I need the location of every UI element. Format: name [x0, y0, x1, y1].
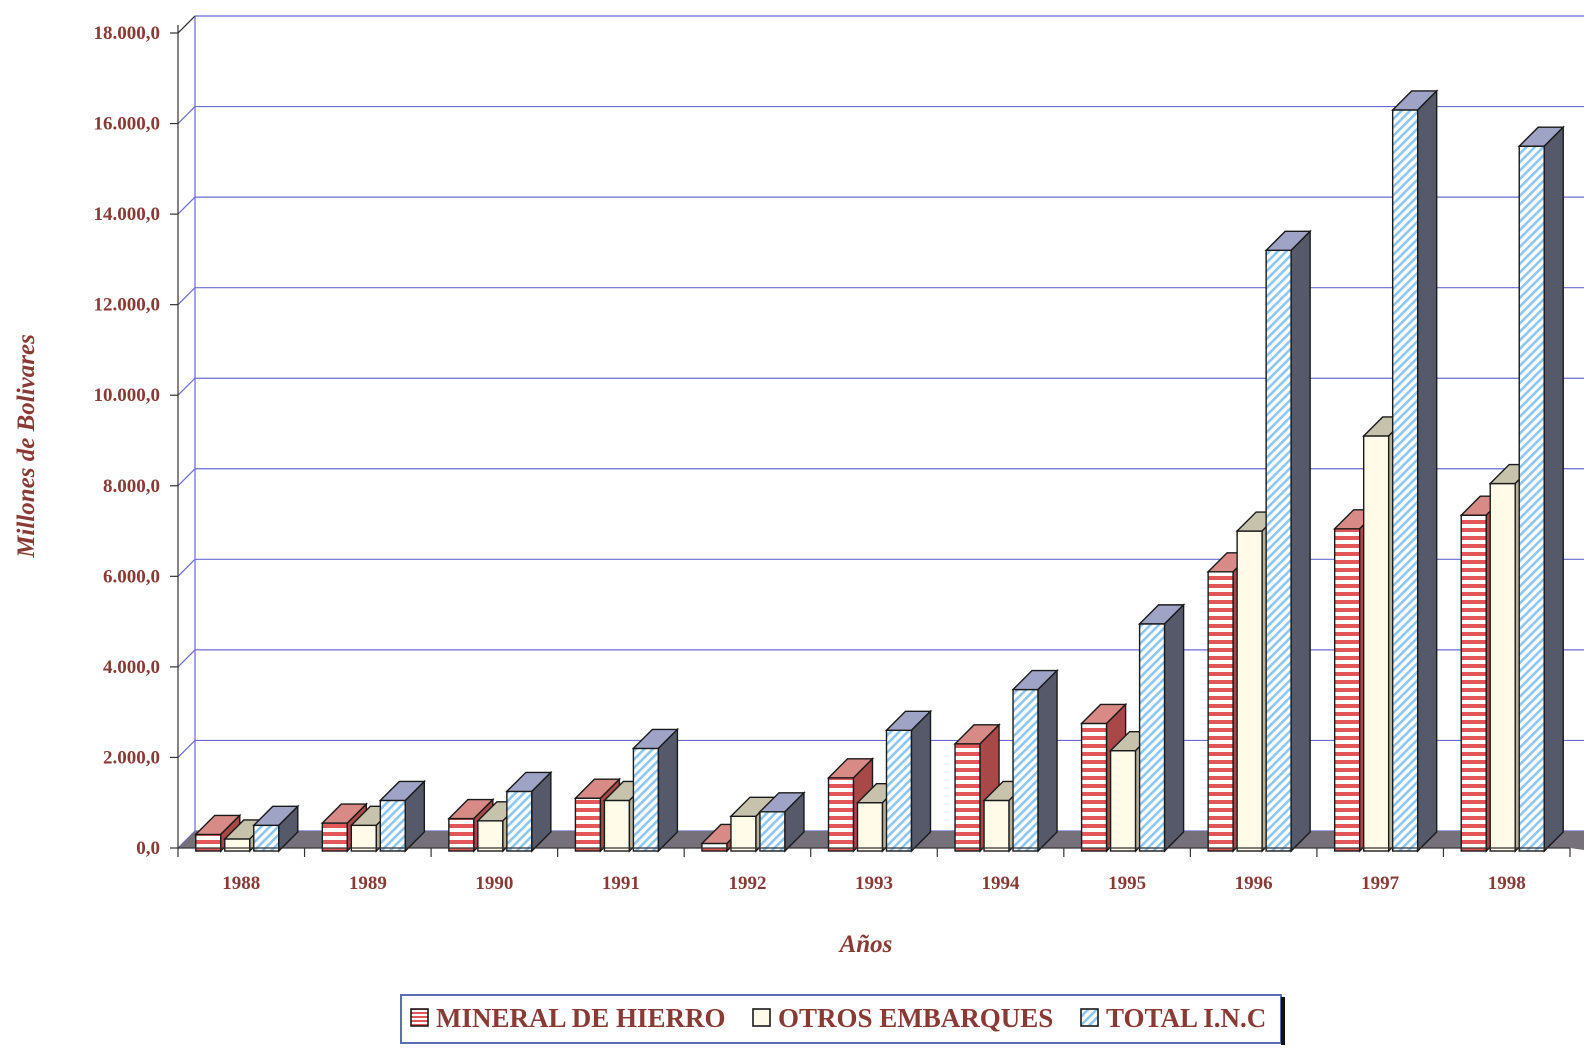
bar — [1391, 109, 1419, 852]
bar-side — [1163, 603, 1185, 853]
bar — [701, 842, 728, 852]
bar-side — [1290, 229, 1311, 853]
gridline-connector — [177, 106, 196, 124]
y-tick-label: 6.000,0 — [103, 566, 160, 587]
bar — [321, 822, 349, 852]
gridline-connector — [177, 558, 196, 577]
bar — [632, 747, 660, 852]
bar-side — [1543, 125, 1564, 853]
bar-side — [1416, 89, 1438, 853]
y-tick-label: 16.000,0 — [94, 114, 161, 135]
bar — [506, 790, 533, 852]
y-tick-label: 10.000,0 — [94, 385, 161, 406]
bar — [856, 802, 884, 852]
legend-label: MINERAL DE HIERRO — [436, 1003, 726, 1033]
y-tick-label: 14.000,0 — [94, 204, 161, 225]
x-tick-label: 1993 — [855, 873, 893, 894]
bar — [350, 824, 378, 852]
gridline-connector — [177, 468, 196, 487]
x-tick-label: 1997 — [1361, 873, 1400, 894]
bar — [1207, 571, 1234, 852]
bar — [1265, 249, 1292, 852]
y-tick-label: 8.000,0 — [103, 476, 160, 497]
y-tick-label: 12.000,0 — [94, 295, 161, 316]
bar — [759, 811, 786, 852]
y-tick-label: 2.000,0 — [103, 747, 160, 768]
gridline-connector — [177, 377, 196, 396]
x-tick-label: 1996 — [1235, 873, 1273, 894]
bar — [730, 815, 757, 852]
bar-side — [531, 770, 552, 853]
legend-swatch — [410, 1008, 429, 1027]
axis-layer: 0,0 2.000,0 4.000,0 6.000,0 8.000,0 10.000,0 1… — [94, 15, 1571, 894]
bar-side — [657, 727, 679, 853]
bar-side — [784, 791, 805, 853]
bar — [1362, 435, 1390, 852]
y-tick-label: 18.000,0 — [94, 23, 161, 44]
bar-side — [404, 779, 426, 853]
bar — [954, 743, 981, 852]
grid-layer — [177, 15, 1584, 849]
bar — [1012, 688, 1039, 852]
x-tick-label: 1992 — [728, 873, 766, 894]
bar — [827, 777, 855, 852]
x-tick-label: 1988 — [222, 873, 260, 894]
x-tick-label: 1995 — [1108, 873, 1146, 894]
bar — [574, 797, 602, 852]
bar — [477, 820, 504, 852]
bar — [379, 799, 407, 852]
bar — [603, 799, 631, 852]
bar — [1333, 528, 1361, 852]
bar — [1138, 623, 1166, 852]
bar — [253, 824, 280, 852]
bar — [448, 817, 475, 852]
legend-swatch — [752, 1008, 771, 1027]
x-tick-label: 1994 — [982, 873, 1021, 894]
x-tick-label: 1989 — [349, 873, 387, 894]
y-axis-title: Millones de Bolivares — [13, 334, 40, 559]
bar — [885, 729, 913, 852]
x-tick-label: 1990 — [475, 873, 513, 894]
y-tick-label: 0,0 — [136, 838, 160, 859]
bar-side — [1037, 668, 1058, 853]
legend-label: TOTAL I.N.C — [1106, 1003, 1266, 1033]
bar — [1080, 722, 1108, 852]
gridline-connector — [177, 649, 196, 668]
gridline-connector — [177, 740, 196, 758]
legend-box — [400, 994, 1282, 1044]
x-axis-title: Años — [838, 931, 893, 958]
x-tick-label: 1991 — [602, 873, 640, 894]
bar — [1236, 530, 1263, 852]
bars-layer — [194, 89, 1565, 853]
legend-label: OTROS EMBARQUES — [778, 1003, 1053, 1033]
bar — [1109, 749, 1137, 852]
legend: MINERAL DE HIERRO OTROS EMBARQUES TOTAL I.… — [400, 994, 1285, 1045]
x-tick-label: 1998 — [1488, 873, 1526, 894]
gridline-connector — [177, 196, 196, 215]
legend-swatch — [1080, 1008, 1099, 1027]
gridline-connector — [177, 287, 196, 306]
bar-side — [278, 804, 299, 853]
bar — [224, 838, 251, 852]
bar — [1518, 145, 1545, 852]
bar — [983, 799, 1010, 852]
bar — [1489, 482, 1516, 852]
bar — [1460, 514, 1487, 852]
y-tick-label: 4.000,0 — [103, 657, 160, 678]
bar-side — [910, 709, 932, 853]
y-axis-top-cap — [177, 15, 196, 34]
